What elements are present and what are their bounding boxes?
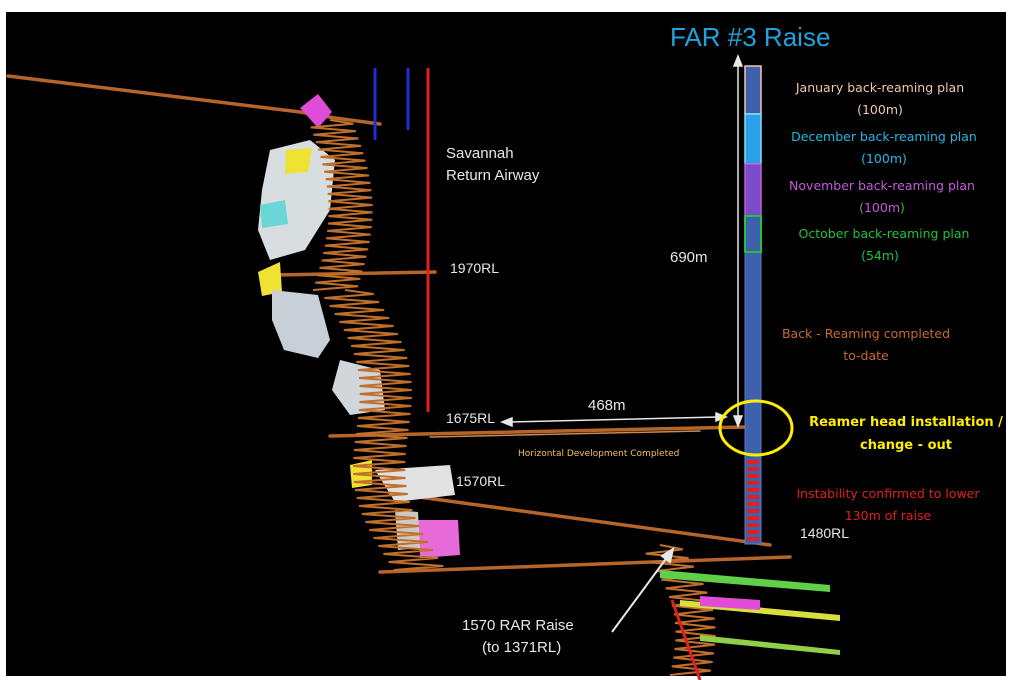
label-instability-1: Instability confirmed to lower	[796, 486, 980, 501]
label-january-1: January back-reaming plan	[795, 80, 964, 95]
stope-mass-1	[258, 140, 335, 260]
decline-ramp	[310, 119, 716, 676]
stope-pink-lower	[418, 520, 460, 558]
reamer-head-circle	[718, 399, 794, 457]
label-horizontal-dev: Horizontal Development Completed	[518, 449, 679, 459]
label-completed-2: to-date	[843, 348, 889, 363]
label-october-1: October back-reaming plan	[799, 226, 970, 241]
measure-468m-line	[509, 416, 719, 423]
stope-mass-2	[272, 290, 330, 358]
drive-1480	[378, 555, 792, 574]
label-1675rl: 1675RL	[446, 410, 495, 426]
label-instability-2: 130m of raise	[845, 508, 932, 523]
measure-468m-arrow-left	[499, 416, 513, 428]
measure-690m	[732, 53, 744, 429]
rar-raise-line	[670, 599, 702, 680]
label-468m: 468m	[588, 397, 626, 414]
ramp-lower	[324, 289, 444, 571]
label-completed-1: Back - Reaming completed	[782, 326, 950, 341]
drive-1675-lower	[429, 430, 701, 438]
segment-january	[744, 65, 762, 115]
label-december-2: (100m)	[861, 151, 907, 166]
lower-right-stopes	[660, 570, 840, 655]
label-october-2: (54m)	[861, 248, 899, 263]
label-reamer-1: Reamer head installation /	[809, 415, 1003, 430]
stope-yellow-2	[258, 262, 282, 296]
label-savannah-1: Savannah	[446, 145, 514, 162]
measure-690m-arrow-up	[732, 53, 744, 67]
label-december-1: December back-reaming plan	[791, 129, 977, 144]
segment-november	[744, 163, 762, 217]
diagram-title: FAR #3 Raise	[670, 22, 830, 52]
segment-october	[744, 215, 762, 253]
stope-yellow-1	[285, 148, 312, 174]
label-690m: 690m	[670, 249, 708, 266]
label-reamer-2: change - out	[860, 438, 952, 453]
label-1570rl: 1570RL	[456, 473, 505, 489]
label-1970rl: 1970RL	[450, 260, 499, 276]
far3-raise-column	[744, 65, 762, 545]
rar-pointer-line	[611, 555, 669, 633]
stope-green-band-2	[700, 635, 840, 655]
ramp-right	[645, 544, 716, 676]
drive-1570	[388, 491, 772, 547]
label-november-2: (100m)	[859, 200, 905, 215]
rar-pointer-head	[660, 546, 675, 564]
vent-lines	[373, 68, 410, 140]
stope-pink-band	[700, 596, 760, 610]
label-rar-2: (to 1371RL)	[482, 639, 561, 656]
drive-1675	[328, 425, 747, 438]
stope-green-band	[660, 570, 830, 592]
measure-690m-arrow-down	[732, 415, 744, 429]
label-savannah-2: Return Airway	[446, 167, 540, 184]
rar-pointer	[611, 546, 675, 633]
diagram-background	[6, 12, 1006, 676]
label-november-2-main: (100m	[859, 200, 900, 215]
stope-cyan-1	[260, 200, 288, 228]
segment-december	[744, 113, 762, 165]
drive-1970	[273, 270, 437, 277]
label-rar-1: 1570 RAR Raise	[462, 617, 574, 634]
label-january-2: (100m)	[857, 102, 903, 117]
label-1480rl: 1480RL	[800, 525, 849, 541]
label-november-2-paren: )	[900, 200, 905, 215]
ramp-upper	[310, 119, 373, 291]
stope-upper-pink	[300, 94, 332, 128]
label-november-1: November back-reaming plan	[789, 178, 975, 193]
